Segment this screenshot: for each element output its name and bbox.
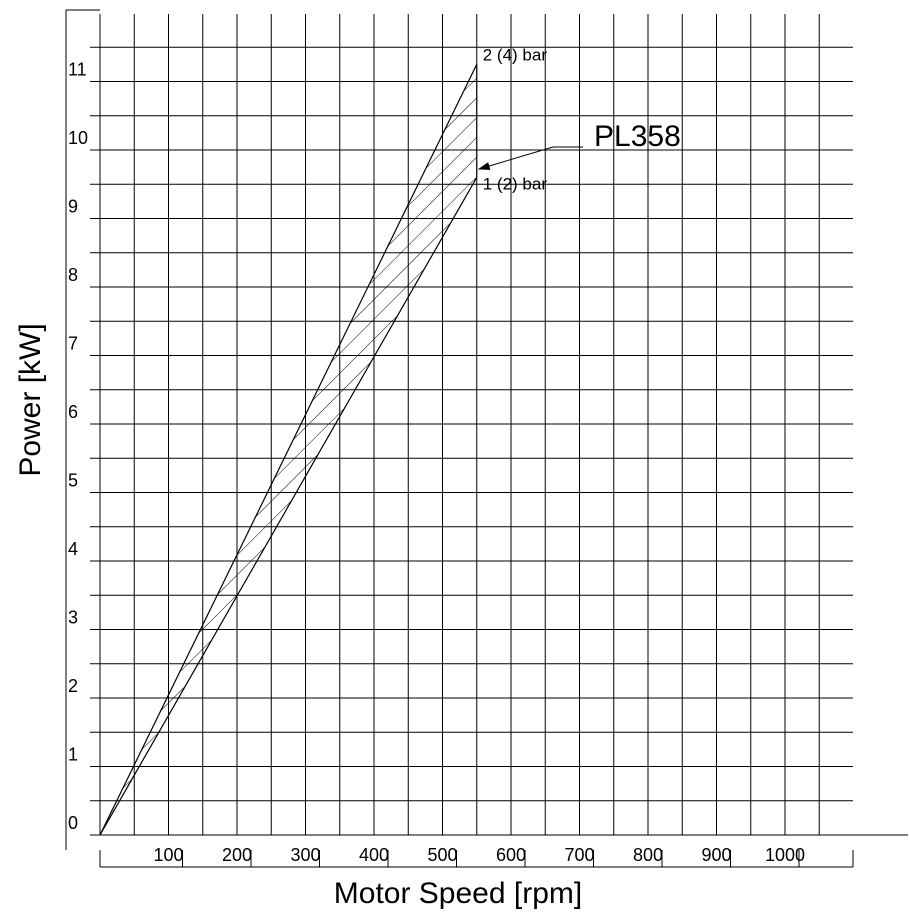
- y-axis-label: Power [kW]: [14, 323, 47, 476]
- callout-label-pl358: PL358: [594, 120, 681, 153]
- y-tick-label: 8: [68, 265, 78, 285]
- series-label-2-4-bar: 2 (4) bar: [483, 45, 548, 64]
- y-tick-label: 1: [68, 745, 78, 765]
- x-axis-label: Motor Speed [rpm]: [334, 877, 582, 910]
- y-tick-label: 2: [68, 676, 78, 696]
- series-line-2: [99, 177, 478, 836]
- series-label-1-2-bar: 1 (2) bar: [483, 174, 548, 193]
- x-tick-label: 200: [222, 845, 252, 865]
- y-tick-label: 6: [68, 402, 78, 422]
- y-tick-label: 0: [68, 813, 78, 833]
- y-tick-label: 10: [68, 128, 88, 148]
- y-tick-label: 11: [68, 60, 87, 80]
- y-tick-labels: 0 1 2 3 4 5 6 7 8 9 10 11: [68, 60, 88, 834]
- x-tick-label: 300: [290, 845, 320, 865]
- grid: [65, 9, 908, 868]
- y-tick-label: 5: [68, 471, 78, 491]
- x-tick-label: 900: [701, 845, 731, 865]
- series-line-1: [99, 64, 478, 836]
- x-tick-label: 1000: [765, 845, 805, 865]
- series-lines: [99, 64, 478, 836]
- callout-arrow: [477, 146, 554, 170]
- y-tick-label: 4: [68, 539, 78, 559]
- x-tick-label: 100: [153, 845, 183, 865]
- x-tick-label: 700: [564, 845, 594, 865]
- x-tick-labels: 100 200 300 400 500 600 700 800 900 1000: [153, 845, 805, 867]
- x-tick-label: 500: [427, 845, 457, 865]
- y-tick-label: 9: [68, 197, 78, 217]
- x-tick-label: 600: [496, 845, 526, 865]
- y-tick-label: 3: [68, 608, 78, 628]
- y-tick-label: 7: [68, 334, 78, 354]
- x-tick-label: 400: [359, 845, 389, 865]
- x-tick-label: 800: [633, 845, 663, 865]
- annotations: 2 (4) bar 1 (2) bar PL358: [477, 45, 681, 193]
